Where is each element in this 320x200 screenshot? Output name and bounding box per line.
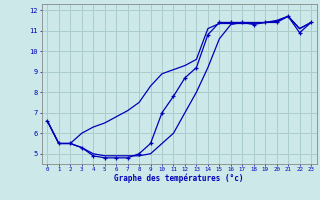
X-axis label: Graphe des températures (°c): Graphe des températures (°c) — [115, 174, 244, 183]
